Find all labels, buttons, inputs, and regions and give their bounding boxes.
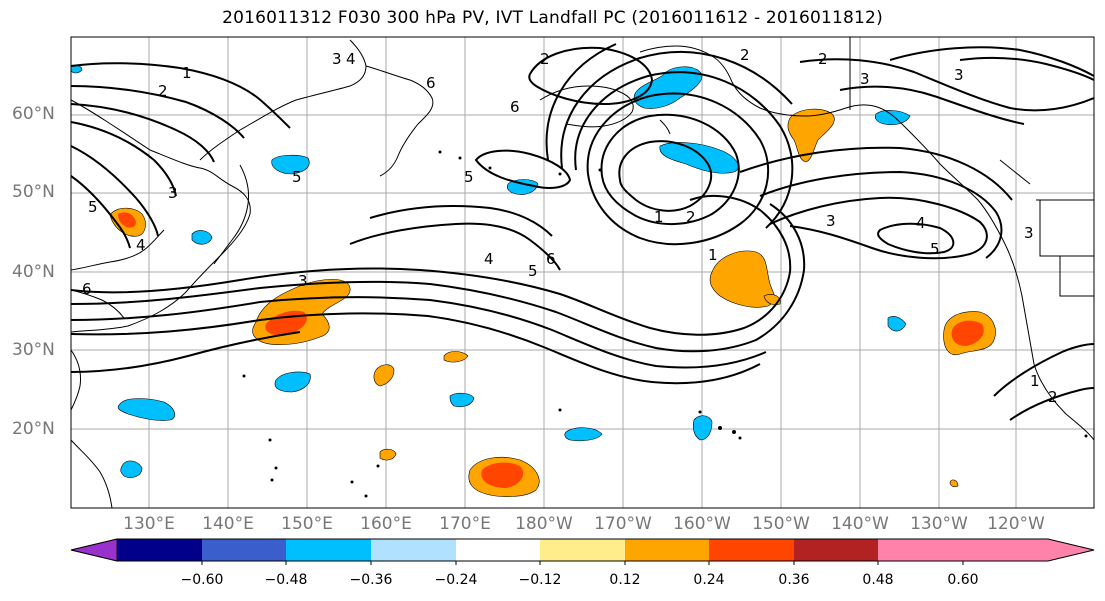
colorbar-bin — [202, 539, 286, 561]
colorbar-bin — [625, 539, 709, 561]
colorbar-bin — [286, 539, 371, 561]
colorbar-tick-label: −0.48 — [264, 572, 308, 588]
contour-label: 5 — [528, 262, 538, 280]
lon-label-160w: 160°W — [673, 514, 731, 534]
colorbar-bin — [794, 539, 878, 561]
contour-label: 1 — [654, 208, 664, 226]
contour-label: 1 — [182, 64, 192, 82]
lon-label-130w: 130°W — [910, 514, 968, 534]
negative-anomaly-shading — [71, 64, 911, 478]
contour-label: 3 — [298, 272, 308, 290]
contour-label: 5 — [930, 240, 940, 258]
contour-label: 5 — [464, 168, 474, 186]
contour-labels: 1 2 3 4 5 6 3 4 6 6 2 3 3 5 3 5 2 4 5 6 … — [82, 46, 1058, 406]
colorbar-tick-label: 0.48 — [862, 572, 894, 588]
lon-label-150e: 150°E — [281, 514, 333, 534]
contour-label: 2 — [158, 82, 168, 100]
lon-label-170e: 170°E — [439, 514, 491, 534]
contour-label: 6 — [82, 280, 92, 298]
colorbar-left-extension — [70, 538, 118, 562]
colorbar-bin — [371, 539, 456, 561]
colorbar-bin — [456, 539, 540, 561]
colorbar-tick-label: 0.24 — [693, 572, 725, 588]
map-frame — [70, 36, 1095, 509]
colorbar-tick-label: −0.24 — [434, 572, 478, 588]
lon-label-170w: 170°W — [594, 514, 652, 534]
contour-label: 2 — [540, 50, 550, 68]
colorbar-bin — [540, 539, 625, 561]
lon-label-150w: 150°W — [752, 514, 810, 534]
contour-label: 3 — [954, 66, 964, 84]
map-title: 2016011312 F030 300 hPa PV, IVT Landfall… — [222, 8, 883, 28]
contour-label: 2 — [686, 208, 696, 226]
colorbar-bin — [117, 539, 202, 561]
contour-label: 6 — [426, 74, 436, 92]
colorbar-tick-label: −0.36 — [349, 572, 393, 588]
colorbar-tick-label: 0.60 — [947, 572, 979, 588]
contour-label: 1 — [1030, 372, 1040, 390]
contour-label: 4 — [916, 214, 926, 232]
contour-label: 2 — [818, 50, 828, 68]
lat-label-60: 60°N — [12, 104, 55, 124]
lat-label-20: 20°N — [12, 419, 55, 439]
contour-label: 1 — [708, 246, 718, 264]
contour-label: 5 — [88, 198, 98, 216]
colorbar-tick-label: −0.60 — [180, 572, 224, 588]
contour-label: 2 — [740, 46, 750, 64]
lat-label-30: 30°N — [12, 340, 55, 360]
contour-label: 3 — [168, 184, 178, 202]
contour-label: 3 — [1024, 224, 1034, 242]
contour-label: 4 — [136, 236, 146, 254]
contour-label: 4 — [484, 250, 494, 268]
colorbar-bin — [878, 539, 963, 561]
lat-label-50: 50°N — [12, 182, 55, 202]
lon-label-130e: 130°E — [123, 514, 175, 534]
contour-label: 2 — [1048, 388, 1058, 406]
colorbar-tick-label: 0.12 — [609, 572, 641, 588]
contour-label: 6 — [510, 98, 520, 116]
colorbar-tick-label: 0.36 — [778, 572, 810, 588]
colorbar — [70, 538, 1095, 565]
colorbar-tick-label: −0.12 — [518, 572, 562, 588]
contour-label: 6 — [546, 250, 556, 268]
colorbar-right-extension — [963, 539, 1094, 561]
colorbar-ticks — [201, 561, 964, 565]
contour-label: 3 — [332, 50, 342, 68]
contour-label: 3 — [860, 70, 870, 88]
positive-anomaly-shading — [109, 108, 996, 497]
map-plot-area: 1 2 3 4 5 6 3 4 6 6 2 3 3 5 3 5 2 4 5 6 … — [71, 37, 1094, 508]
colorbar-bin — [709, 539, 794, 561]
islands — [242, 150, 1088, 498]
lon-label-120w: 120°W — [987, 514, 1045, 534]
colorbar-outline — [70, 538, 1095, 562]
lat-label-40: 40°N — [12, 262, 55, 282]
lon-label-160e: 160°E — [360, 514, 412, 534]
pv-contours — [71, 43, 1094, 421]
lon-label-140w: 140°W — [831, 514, 889, 534]
coastlines — [71, 37, 1094, 508]
contour-label: 4 — [346, 50, 356, 68]
lon-label-140e: 140°E — [202, 514, 254, 534]
contour-label: 3 — [826, 212, 836, 230]
contour-label: 5 — [292, 168, 302, 186]
lon-label-180w: 180°W — [515, 514, 573, 534]
